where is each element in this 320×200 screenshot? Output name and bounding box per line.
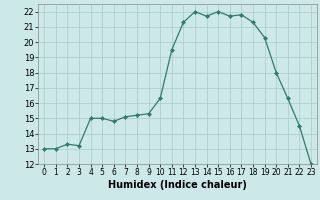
X-axis label: Humidex (Indice chaleur): Humidex (Indice chaleur) [108, 180, 247, 190]
